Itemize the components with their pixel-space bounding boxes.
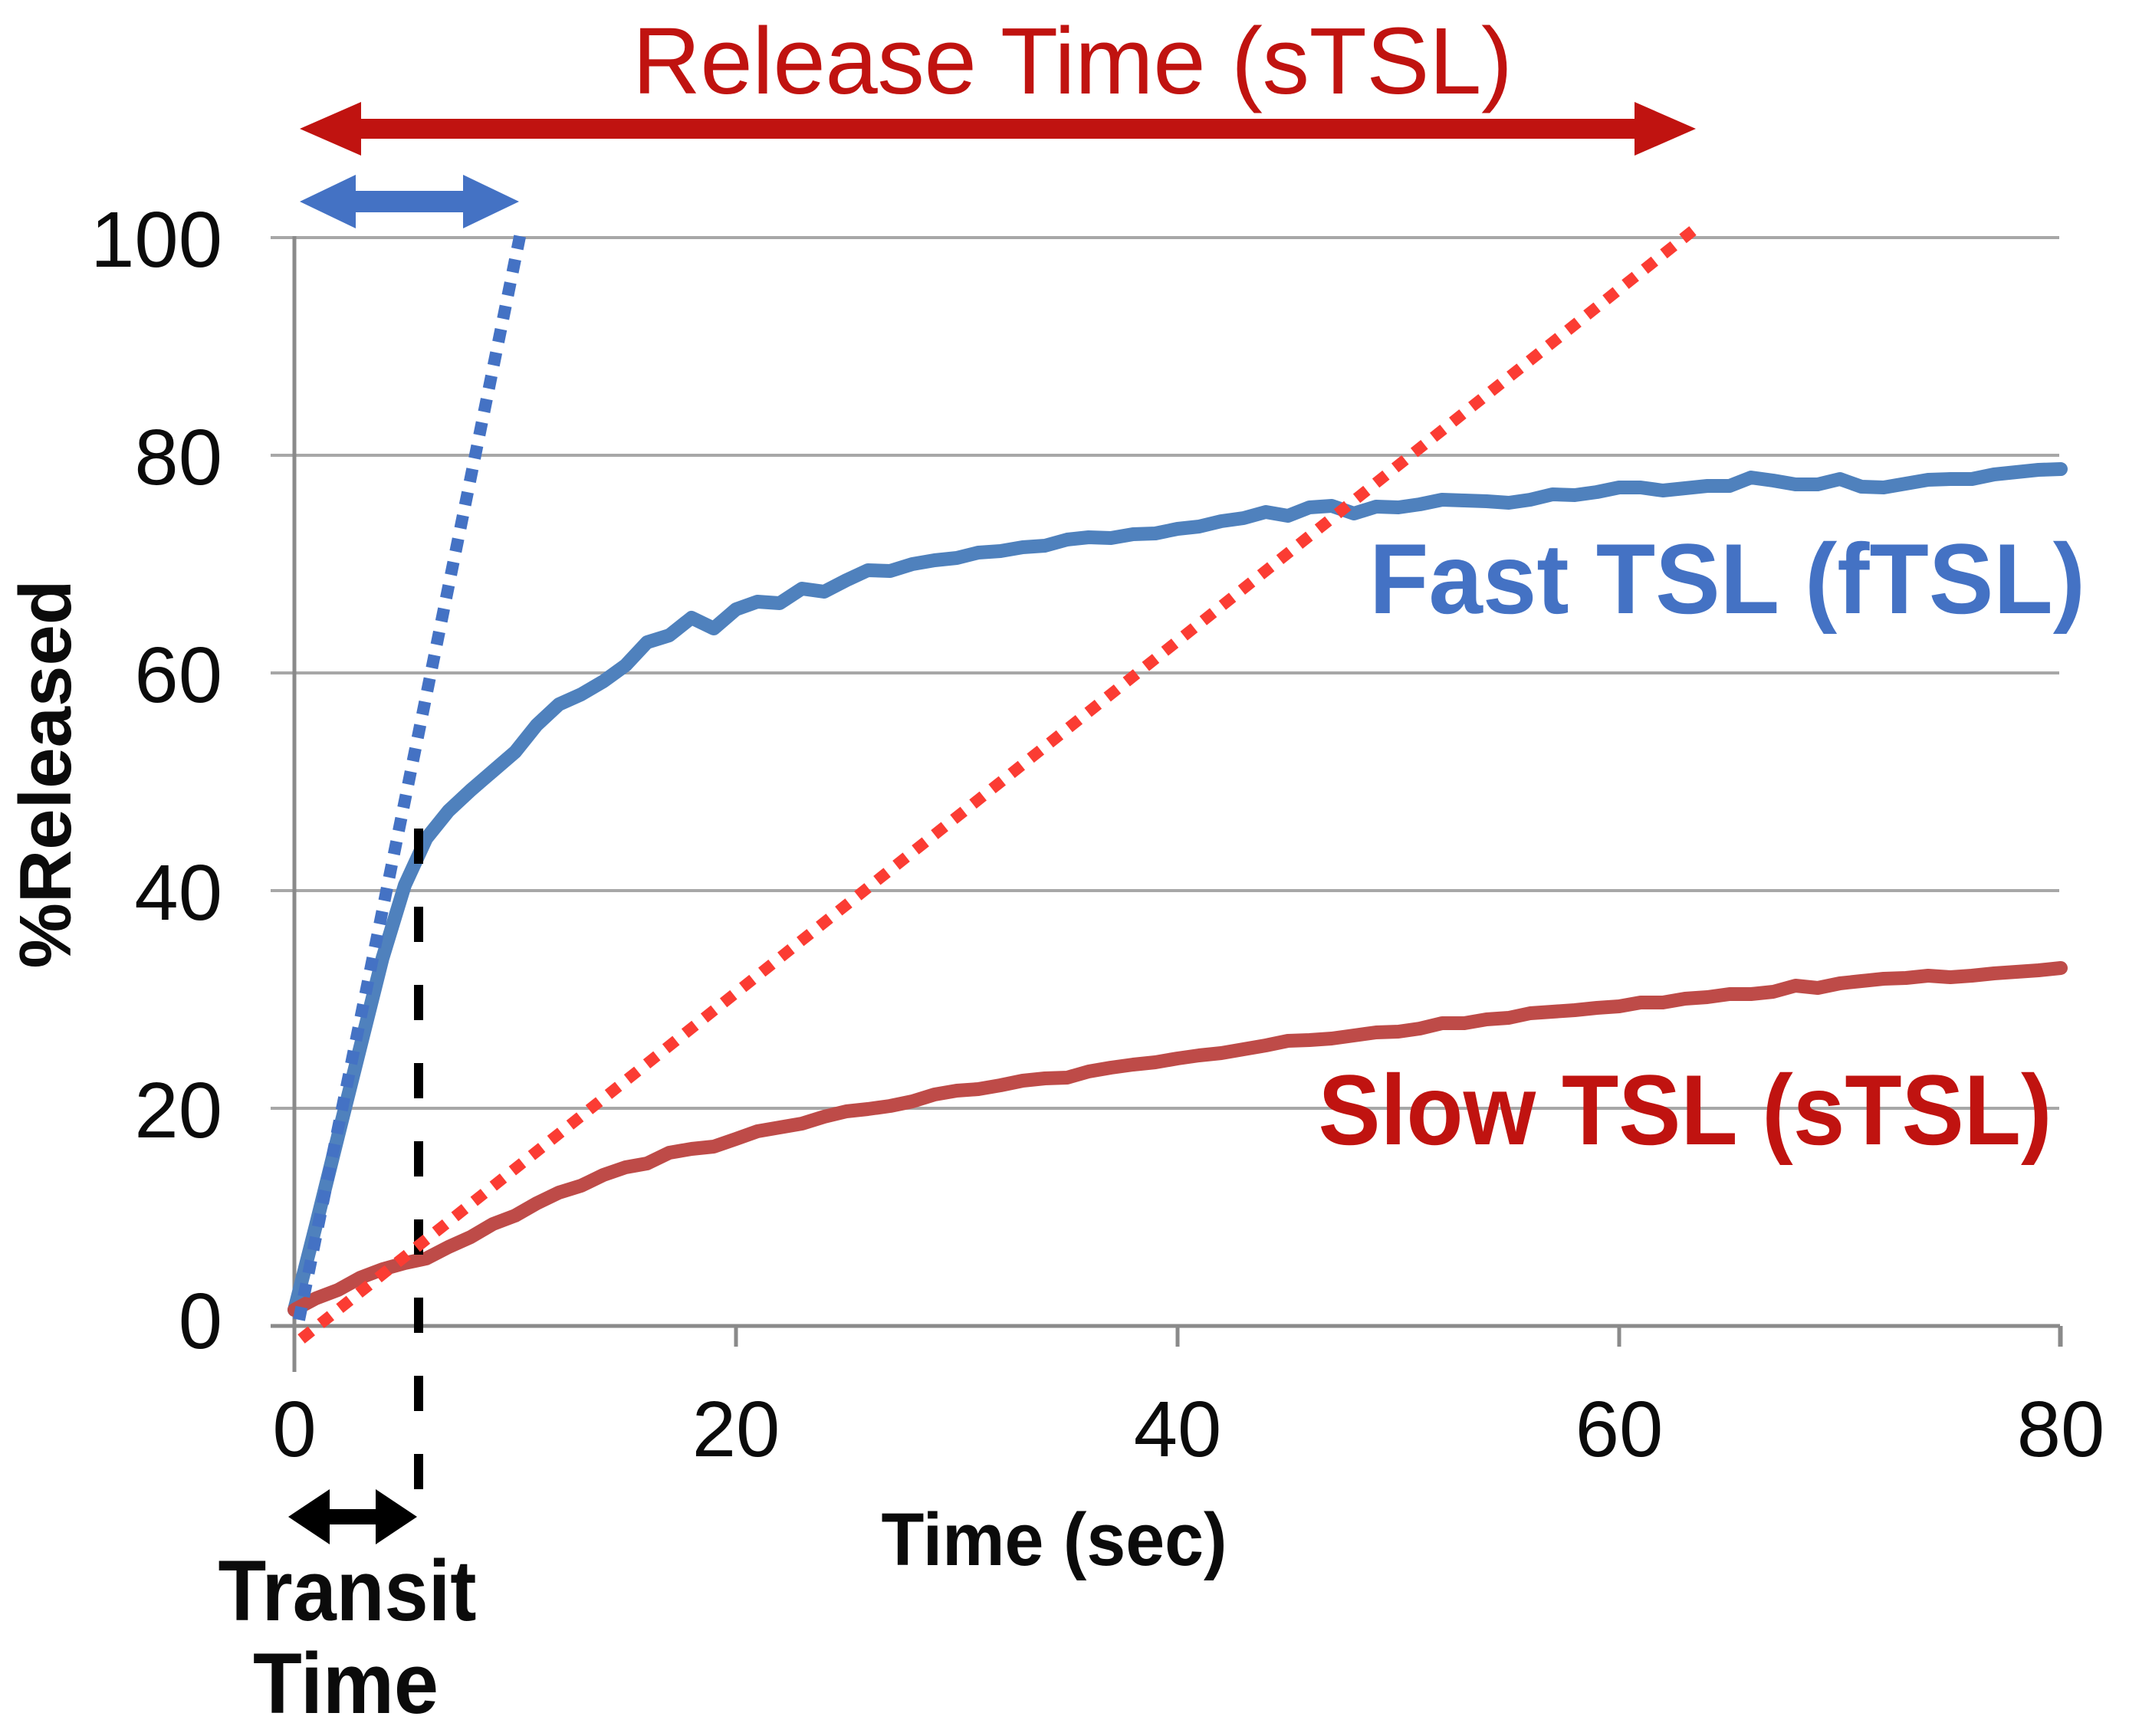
svg-text:60: 60 — [1575, 1385, 1664, 1473]
svg-text:Transit: Transit — [218, 1543, 477, 1639]
svg-text:0: 0 — [179, 1277, 222, 1365]
svg-text:Time (sec): Time (sec) — [882, 1498, 1227, 1581]
svg-text:Fast TSL (fTSL): Fast TSL (fTSL) — [1369, 523, 2085, 635]
svg-text:80: 80 — [2017, 1385, 2105, 1473]
svg-text:0: 0 — [272, 1385, 316, 1473]
svg-text:40: 40 — [1134, 1385, 1222, 1473]
svg-text:Slow TSL (sTSL): Slow TSL (sTSL) — [1319, 1054, 2052, 1166]
svg-text:20: 20 — [692, 1385, 780, 1473]
svg-text:Time: Time — [253, 1636, 439, 1731]
svg-text:40: 40 — [134, 848, 222, 937]
svg-text:60: 60 — [134, 631, 222, 719]
svg-text:20: 20 — [134, 1066, 222, 1154]
svg-text:100: 100 — [90, 195, 222, 284]
svg-text:Release Time (sTSL): Release Time (sTSL) — [632, 9, 1513, 114]
svg-text:80: 80 — [134, 413, 222, 501]
svg-text:%Released: %Released — [5, 580, 87, 969]
